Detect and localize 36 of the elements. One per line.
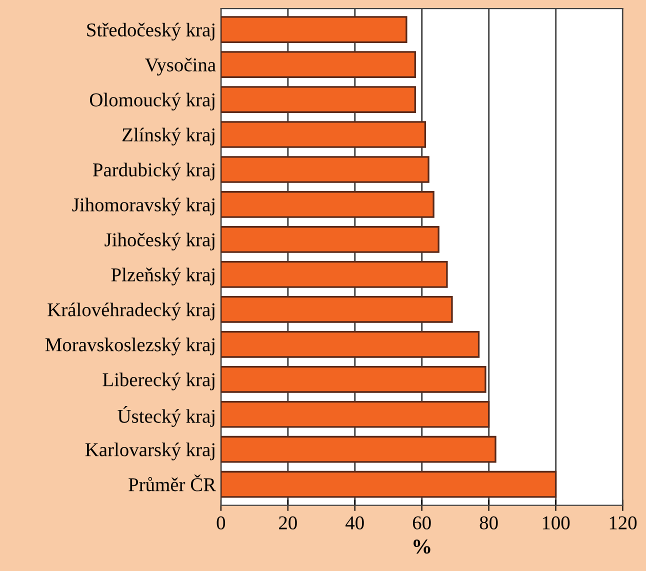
y-tick-label: Plzeňský kraj (111, 268, 214, 286)
bar (220, 436, 496, 463)
bar (220, 400, 490, 428)
x-tick-label: 40 (346, 516, 364, 530)
y-tick-label: Jihočeský kraj (104, 232, 214, 250)
x-tick-label: 0 (216, 516, 226, 530)
x-tick-label: 120 (610, 516, 637, 530)
y-tick-label: Moravskoslezský kraj (45, 338, 214, 356)
bar (220, 366, 486, 393)
bar (220, 121, 426, 148)
bar (220, 156, 430, 183)
bar (220, 226, 440, 253)
y-tick-label: Vysočina (145, 58, 216, 76)
y-tick-label: Královéhradecký kraj (48, 302, 214, 320)
y-tick-label: Ústecký kraj (118, 406, 214, 427)
x-axis-title: % (414, 540, 430, 554)
bar (220, 261, 448, 288)
y-tick-label: Liberecký kraj (102, 372, 214, 390)
bar (220, 191, 434, 218)
y-tick-label: Olomoucký kraj (90, 92, 214, 110)
x-tick-label: 80 (480, 516, 498, 530)
y-tick-label: Zlínský kraj (122, 128, 214, 146)
x-tick-label: 100 (542, 516, 570, 530)
x-tick-label: 60 (412, 516, 431, 530)
bar (220, 470, 557, 498)
x-tick-label: 20 (279, 516, 297, 530)
bar (220, 16, 408, 43)
bar (220, 51, 416, 78)
y-tick-label: Průměr ČR (128, 474, 216, 492)
y-tick-label: Středočeský kraj (87, 22, 214, 41)
bar (220, 296, 453, 323)
bar (220, 330, 480, 358)
y-tick-label: Pardubický kraj (92, 162, 214, 180)
y-tick-label: Jihomoravský kraj (72, 198, 214, 216)
bar (220, 86, 416, 113)
y-tick-label: Karlovarský kraj (85, 442, 214, 460)
